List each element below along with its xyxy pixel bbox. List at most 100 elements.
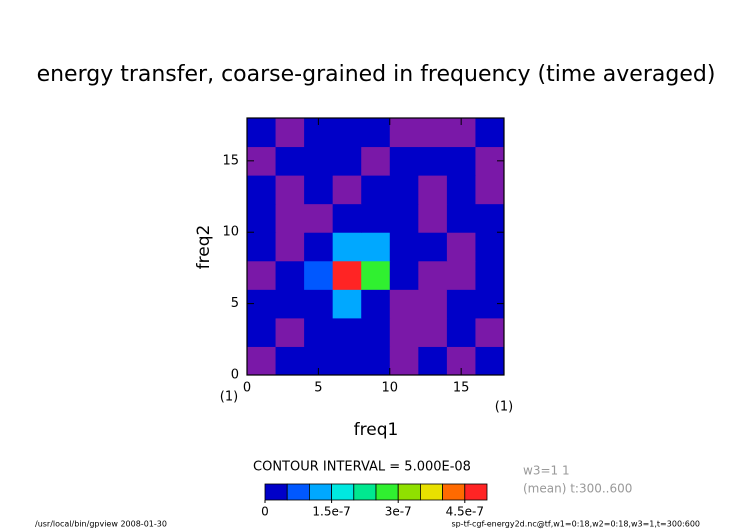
contour-cell <box>275 289 305 319</box>
plot-frame <box>246 117 505 376</box>
footer-right: sp-tf-cgf-energy2d.nc@tf,w1=0:18,w2=0:18… <box>451 520 700 529</box>
colorbar-swatch <box>419 483 443 501</box>
contour-cell <box>275 260 305 290</box>
contour-cell <box>475 346 505 376</box>
colorbar-swatch <box>286 483 310 501</box>
contour-cell <box>275 317 305 347</box>
x-units: (1) <box>495 400 513 415</box>
colorbar-tick-label: 3e-7 <box>385 505 412 519</box>
contour-cell <box>247 317 277 347</box>
contour-cell <box>446 175 476 205</box>
contour-cell <box>304 317 334 347</box>
contour-cell <box>389 346 419 376</box>
contour-cell <box>304 260 334 290</box>
colorbar-tick-label: 1.5e-7 <box>312 505 350 519</box>
colorbar-swatch <box>308 483 332 501</box>
contour-cell <box>275 346 305 376</box>
y-tick-label: 15 <box>222 153 239 168</box>
contour-cell <box>361 146 391 176</box>
y-units: (1) <box>220 390 238 405</box>
contour-cell <box>275 175 305 205</box>
contour-cell <box>389 289 419 319</box>
x-tick-label: 5 <box>314 381 322 396</box>
contour-cell <box>389 260 419 290</box>
contour-cell <box>418 203 448 233</box>
contour-cell <box>475 203 505 233</box>
contour-cell <box>275 203 305 233</box>
contour-cell <box>389 203 419 233</box>
contour-cell <box>475 118 505 148</box>
contour-cell <box>304 146 334 176</box>
x-tick-label: 0 <box>243 381 251 396</box>
contour-cell <box>332 260 362 290</box>
contour-cell <box>446 232 476 262</box>
contour-cell <box>418 118 448 148</box>
annotation: w3=1 1 <box>523 464 570 478</box>
contour-cell <box>332 346 362 376</box>
colorbar-swatch <box>331 483 355 501</box>
contour-cell <box>446 317 476 347</box>
contour-cell <box>418 232 448 262</box>
contour-cell <box>332 146 362 176</box>
colorbar-swatch <box>375 483 399 501</box>
contour-cell <box>446 146 476 176</box>
y-tick-label: 0 <box>231 368 239 383</box>
contour-cell <box>332 175 362 205</box>
y-tick-label: 10 <box>222 225 239 240</box>
contour-cell <box>446 289 476 319</box>
contour-cell <box>475 232 505 262</box>
contour-cell <box>304 232 334 262</box>
annotation: (mean) t:300..600 <box>523 482 632 496</box>
contour-cell <box>389 232 419 262</box>
contour-cell <box>247 118 277 148</box>
contour-cell <box>361 346 391 376</box>
colorbar-tick-label: 4.5e-7 <box>446 505 484 519</box>
contour-cell <box>361 260 391 290</box>
contour-cell <box>332 118 362 148</box>
contour-cell <box>247 175 277 205</box>
contour-cell <box>332 317 362 347</box>
contour-cell <box>418 346 448 376</box>
contour-cell <box>275 146 305 176</box>
contour-cell <box>275 118 305 148</box>
y-axis-label: freq2 <box>194 225 214 270</box>
contour-cell <box>446 260 476 290</box>
contour-cell <box>361 175 391 205</box>
colorbar-swatch <box>464 483 488 501</box>
contour-cell <box>247 260 277 290</box>
contour-cell <box>389 175 419 205</box>
contour-cell <box>418 260 448 290</box>
contour-cell <box>247 232 277 262</box>
chart-title: energy transfer, coarse-grained in frequ… <box>37 62 716 87</box>
contour-cell <box>418 146 448 176</box>
contour-cell <box>361 289 391 319</box>
y-tick-label: 5 <box>231 296 239 311</box>
contour-interval: CONTOUR INTERVAL = 5.000E-08 <box>253 460 471 475</box>
contour-cell <box>361 203 391 233</box>
contour-cell <box>361 317 391 347</box>
contour-cell <box>389 317 419 347</box>
contour-cell <box>389 146 419 176</box>
contour-cell <box>389 118 419 148</box>
contour-cell <box>332 289 362 319</box>
contour-cell <box>418 289 448 319</box>
contour-cell <box>418 175 448 205</box>
contour-cell <box>304 289 334 319</box>
contour-cell <box>361 232 391 262</box>
colorbar-tick-label: 0 <box>261 505 269 519</box>
colorbar-swatch <box>442 483 466 501</box>
x-tick-label: 15 <box>453 381 470 396</box>
contour-cell <box>418 317 448 347</box>
contour-cell <box>304 203 334 233</box>
contour-cell <box>247 346 277 376</box>
contour-cell <box>275 232 305 262</box>
contour-cell <box>475 260 505 290</box>
colorbar-swatch <box>397 483 421 501</box>
x-tick-label: 10 <box>382 381 399 396</box>
contour-cell <box>475 175 505 205</box>
contour-cell <box>332 203 362 233</box>
contour-cell <box>446 203 476 233</box>
contour-cell <box>361 118 391 148</box>
colorbar-swatch <box>264 483 288 501</box>
